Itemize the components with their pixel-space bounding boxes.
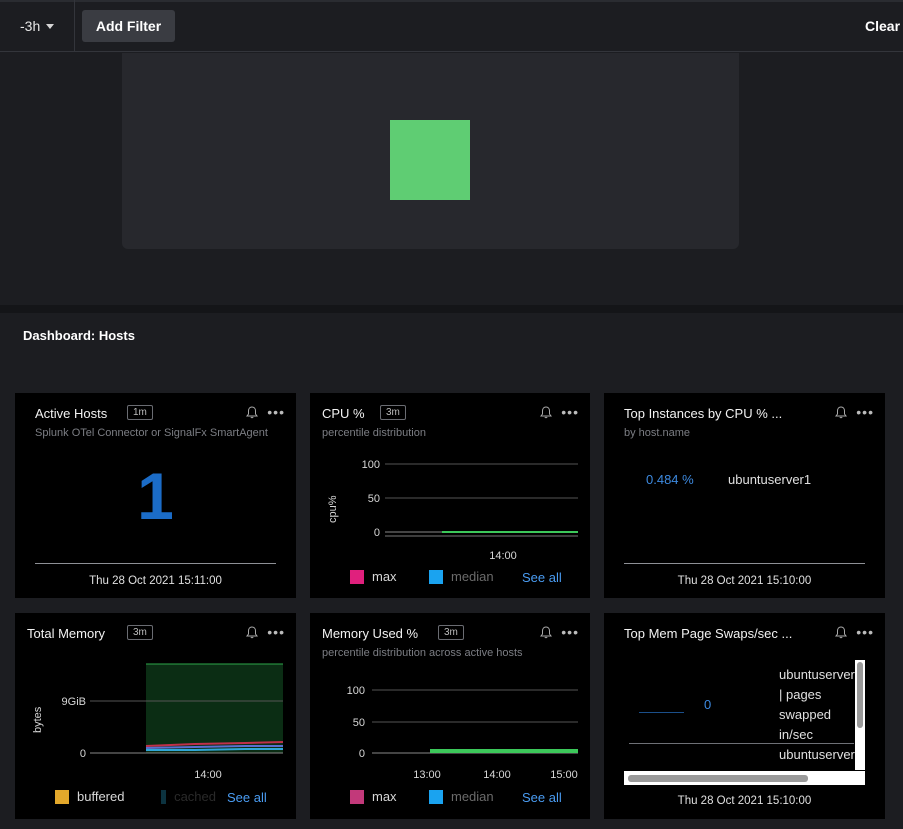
x-tick: 13:00 [413, 769, 441, 781]
legend-item-cached: cached [161, 789, 216, 804]
card-subtitle: percentile distribution across active ho… [322, 647, 523, 659]
y-tick: 0 [359, 748, 365, 760]
legend-swatch [429, 789, 443, 804]
resolution-badge: 3m [380, 405, 406, 420]
x-tick: 14:00 [483, 769, 511, 781]
chart-card-cpu: CPU % 3m ••• percentile distribution cpu… [310, 393, 590, 598]
legend-item-buffered: buffered [55, 789, 124, 804]
series-line [146, 748, 283, 751]
legend-swatch [55, 789, 69, 804]
chart-card-active-hosts: Active Hosts 1m ••• Splunk OTel Connecto… [15, 393, 296, 598]
series-line [145, 741, 284, 747]
y-tick: 50 [353, 717, 365, 729]
footer-divider [624, 563, 865, 564]
y-tick: 100 [362, 459, 380, 471]
scrollbar-thumb[interactable] [857, 662, 863, 728]
horizontal-scrollbar[interactable] [624, 771, 865, 785]
bell-icon[interactable] [835, 406, 847, 419]
memory-area-fill [146, 664, 283, 753]
more-options-icon[interactable]: ••• [267, 404, 285, 420]
bell-icon[interactable] [246, 626, 258, 639]
list-host-name: ubuntuserver1 | pages swapped in/sec ubu… [779, 667, 859, 762]
x-tick: 14:00 [194, 769, 222, 781]
cpu-chart: cpu% 100 50 0 14:00 [327, 459, 578, 562]
bell-icon[interactable] [540, 626, 552, 639]
card-title: CPU % [322, 406, 365, 421]
vertical-scrollbar[interactable] [855, 660, 865, 770]
y-axis-label: bytes [32, 706, 44, 733]
x-tick: 14:00 [489, 550, 517, 562]
toolbar-top-line [0, 0, 903, 2]
legend-item-max: max [350, 789, 397, 804]
chart-card-total-memory: Total Memory 3m ••• bytes 9GiB 0 14:00 b… [15, 613, 296, 819]
series-line [145, 745, 283, 749]
card-title: Memory Used % [322, 626, 419, 641]
card-subtitle: percentile distribution [322, 427, 426, 439]
memory-used-chart: 100 50 0 13:00 14:00 15:00 [347, 685, 578, 781]
list-host-name: ubuntuserver1 [728, 472, 812, 487]
legend-swatch [429, 569, 443, 584]
card-timestamp: Thu 28 Oct 2021 15:11:00 [89, 575, 222, 587]
y-tick: 0 [374, 527, 380, 539]
caret-down-icon [46, 23, 55, 29]
card-title: Active Hosts [35, 406, 108, 421]
more-options-icon[interactable]: ••• [856, 404, 874, 420]
value-bar [639, 712, 684, 713]
time-range-select[interactable]: -3h [0, 0, 75, 52]
memory-used-series [430, 749, 578, 753]
status-square [390, 120, 470, 200]
legend-item-median: median [429, 569, 499, 584]
legend-swatch [350, 569, 364, 584]
clear-all-button[interactable]: Clear All [865, 18, 903, 34]
chart-card-top-cpu: Top Instances by CPU % ... ••• by host.n… [604, 393, 885, 598]
scrollbar-thumb[interactable] [628, 775, 808, 782]
legend-item-median: median [429, 789, 499, 804]
single-value: 1 [137, 459, 174, 533]
y-axis-label: cpu% [327, 495, 339, 523]
resolution-badge: 3m [127, 625, 153, 640]
y-tick: 50 [368, 493, 380, 505]
dashboard-title: Dashboard: Hosts [23, 328, 135, 343]
preview-area [0, 53, 903, 305]
see-all-link[interactable]: See all [227, 790, 267, 805]
more-options-icon[interactable]: ••• [267, 624, 285, 640]
card-timestamp: Thu 28 Oct 2021 15:10:00 [677, 795, 812, 807]
more-options-icon[interactable]: ••• [856, 624, 874, 640]
card-subtitle: Splunk OTel Connector or SignalFx SmartA… [35, 427, 268, 439]
card-title: Top Instances by CPU % ... [624, 406, 783, 421]
row-divider [629, 743, 854, 744]
legend-swatch [161, 789, 167, 804]
y-tick: 9GiB [62, 696, 86, 708]
bell-icon[interactable] [246, 406, 258, 419]
y-tick: 0 [80, 748, 86, 760]
bell-icon[interactable] [835, 626, 847, 639]
list-value: 0 [704, 697, 712, 712]
see-all-link[interactable]: See all [522, 790, 562, 805]
more-options-icon[interactable]: ••• [561, 404, 579, 420]
memory-chart: bytes 9GiB 0 14:00 [32, 663, 284, 781]
filter-toolbar: -3h Add Filter Clear All [0, 0, 903, 52]
card-timestamp: Thu 28 Oct 2021 15:10:00 [677, 575, 812, 587]
time-range-value: -3h [20, 18, 41, 34]
resolution-badge: 1m [127, 405, 153, 420]
x-tick: 15:00 [550, 769, 578, 781]
scrollable-list[interactable]: 0 ubuntuserver1 | pages swapped in/sec u… [624, 660, 865, 785]
chart-card-mem-swaps: Top Mem Page Swaps/sec ... ••• 0 ubuntus… [604, 613, 885, 819]
card-title: Top Mem Page Swaps/sec ... [624, 626, 793, 641]
card-subtitle: by host.name [624, 427, 691, 439]
y-tick: 100 [347, 685, 365, 697]
resolution-badge: 3m [438, 625, 464, 640]
legend-item-max: max [350, 569, 397, 584]
footer-divider [35, 563, 276, 564]
card-title: Total Memory [27, 626, 106, 641]
section-divider [0, 305, 903, 313]
list-value: 0.484 % [646, 472, 694, 487]
add-filter-button[interactable]: Add Filter [82, 10, 175, 42]
more-options-icon[interactable]: ••• [561, 624, 579, 640]
chart-card-memory-used: Memory Used % 3m ••• percentile distribu… [310, 613, 590, 819]
bell-icon[interactable] [540, 406, 552, 419]
legend-swatch [350, 789, 364, 804]
preview-panel [122, 53, 739, 249]
see-all-link[interactable]: See all [522, 570, 562, 585]
